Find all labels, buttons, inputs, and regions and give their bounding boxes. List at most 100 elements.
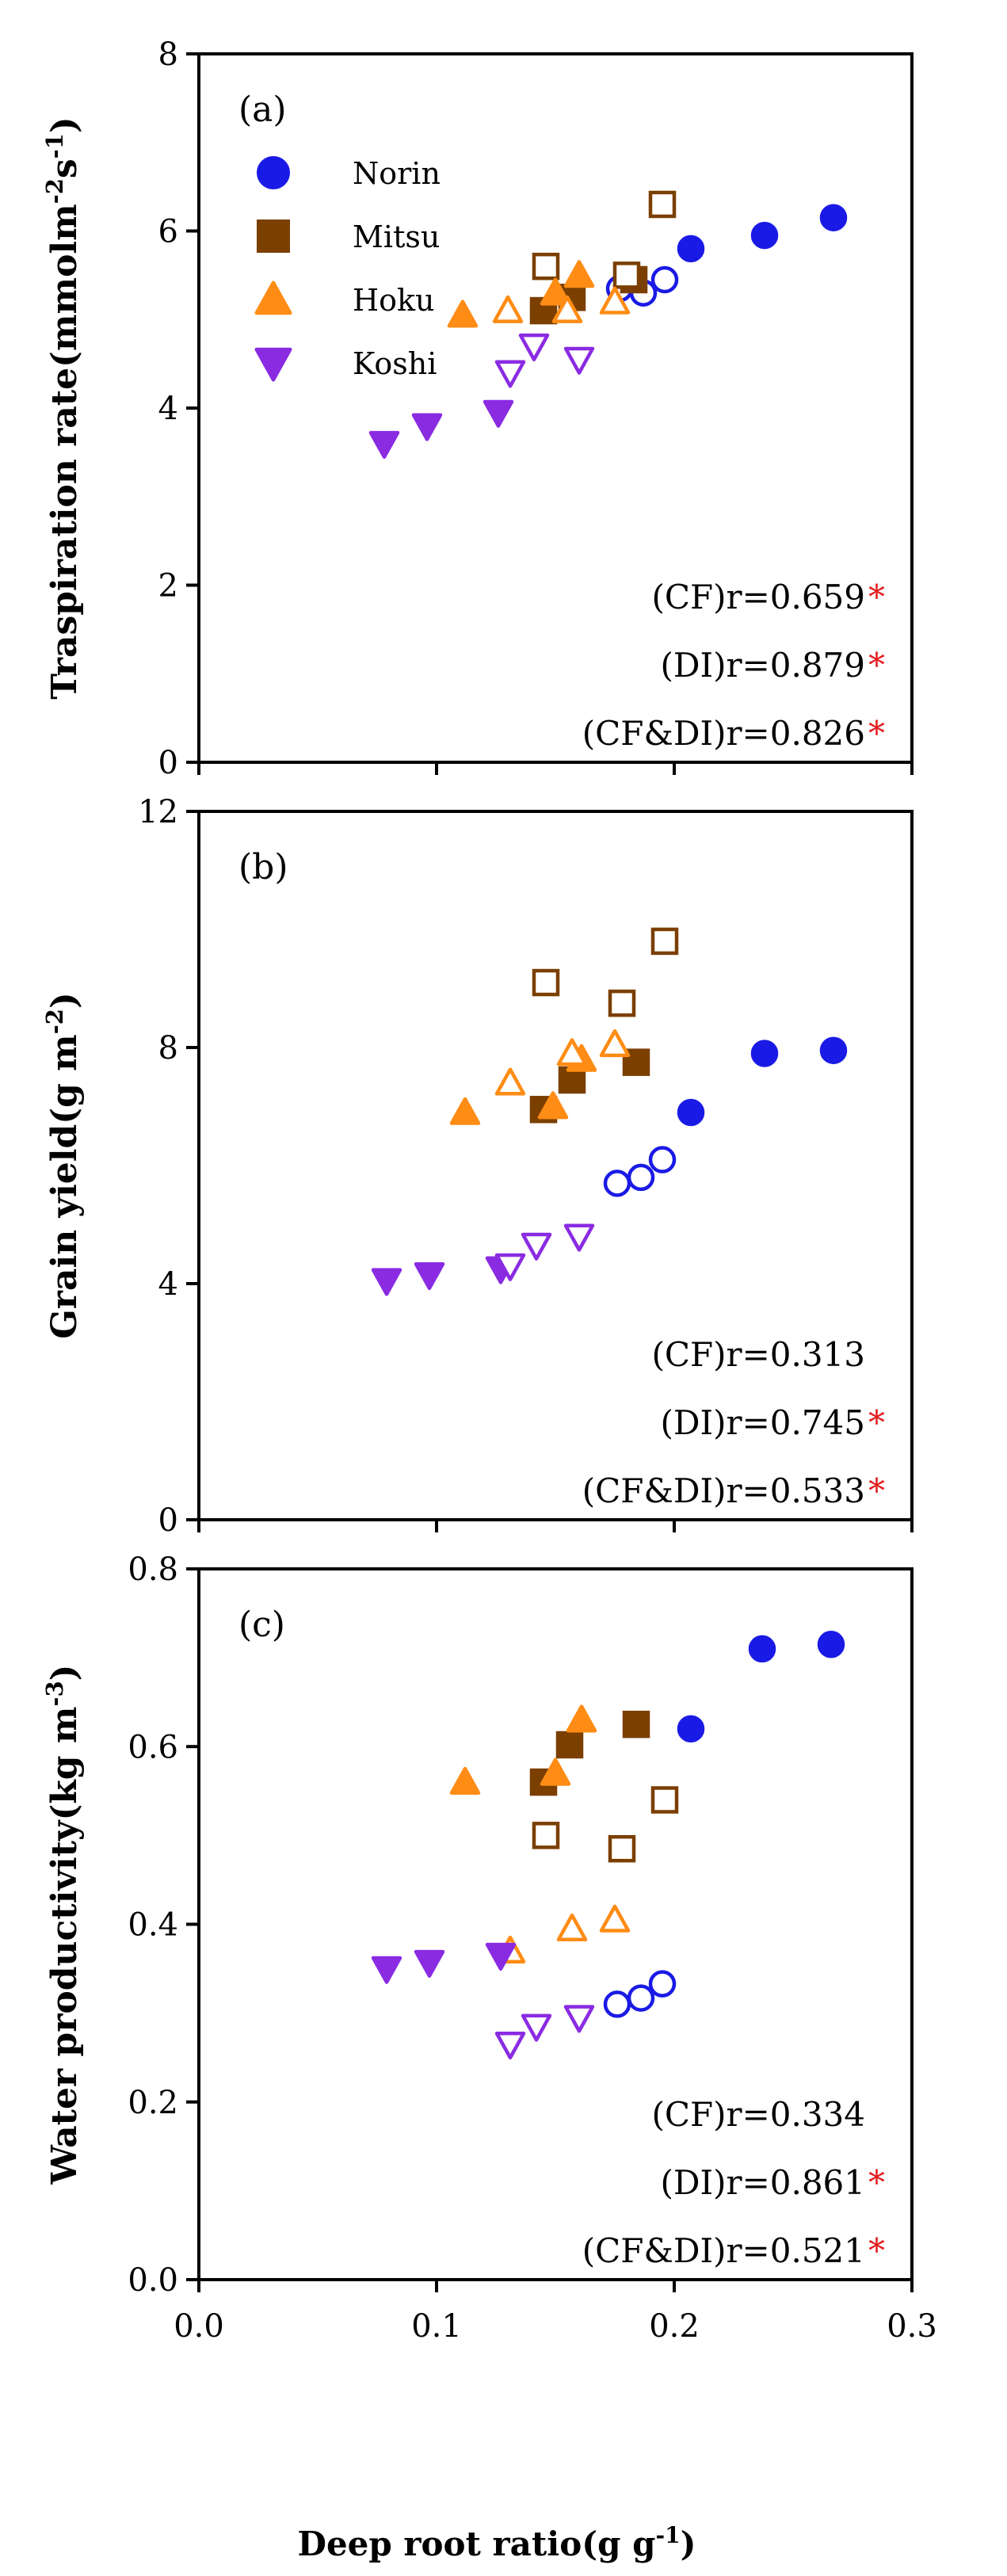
data-point-koshi-cf [494, 2032, 526, 2060]
data-point-hoku-cf [556, 1038, 588, 1067]
significance-star: * [868, 1471, 885, 1510]
y-tick-label: 4 [158, 391, 178, 427]
data-point-koshi-di [411, 413, 443, 441]
data-point-mitsu-cf [608, 989, 636, 1017]
data-point-hoku-di [449, 1766, 481, 1795]
panel-2: 0.0 0.2 0.4 0.6 0.8 0.0 0.1 0.2 0.3 Water product… [41, 1551, 937, 2345]
significance-star: * [868, 646, 885, 685]
data-point-norin-cf [603, 1990, 631, 2018]
panel-label: (c) [238, 1605, 285, 1645]
data-point-koshi-cf [494, 1253, 526, 1281]
y-tick-label: 0.2 [128, 2085, 178, 2121]
data-point-mitsu-cf [532, 1822, 560, 1849]
data-point-koshi-di [414, 1949, 445, 1978]
data-point-norin-di [817, 1631, 845, 1658]
data-point-norin-cf [627, 1984, 655, 2012]
x-tick-label: 0.1 [411, 2308, 462, 2345]
data-point-koshi-di [371, 1956, 402, 1984]
y-axis-label: Water productivity(kg m-3) [41, 1665, 85, 2185]
data-point-hoku-di [540, 1757, 571, 1786]
data-point-mitsu-cf [650, 927, 679, 956]
legend-label-norin: Norin [353, 156, 441, 191]
y-tick-label: 0 [158, 1502, 178, 1539]
plot-frame [197, 810, 914, 1521]
data-point-hoku-di [447, 300, 479, 328]
data-point-norin-di [819, 204, 848, 231]
legend-marker-mitsu [257, 219, 290, 253]
data-point-hoku-di [563, 260, 595, 288]
correlation-stat: (DI)r=0.745 [660, 1403, 865, 1442]
data-point-hoku-di [566, 1704, 597, 1733]
data-point-koshi-cf [518, 333, 550, 362]
x-tick-label: 0.2 [649, 2308, 700, 2345]
data-point-mitsu-cf [612, 261, 641, 289]
y-axis-label-part: ) [44, 1665, 85, 1681]
y-axis-label-part: Grain yield(g m [44, 1034, 85, 1339]
data-point-hoku-cf [494, 1067, 526, 1096]
significance-star: * [868, 578, 885, 616]
data-point-hoku-di [537, 1091, 569, 1120]
x-axis-label: Deep root ratio(g g-1) [298, 2522, 696, 2563]
legend-label-mitsu: Mitsu [353, 219, 440, 254]
legend-marker-hoku [254, 280, 292, 315]
correlation-stat: (CF&DI)r=0.533 [582, 1471, 865, 1510]
data-point-mitsu-cf [648, 190, 677, 219]
data-point-norin-cf [648, 1146, 677, 1174]
x-tick-label: 0.0 [174, 2308, 224, 2345]
correlation-stat: (CF&DI)r=0.521 [582, 2231, 865, 2270]
y-tick-label: 6 [158, 214, 178, 250]
y-axis-label-part: Traspiration rate(mmolm [44, 204, 85, 699]
correlation-stat: (DI)r=0.861 [660, 2163, 865, 2202]
y-tick-label: 0.6 [128, 1729, 178, 1765]
data-point-mitsu-cf [608, 1834, 636, 1863]
data-point-hoku-di [449, 1097, 481, 1125]
x-axis-label-main: Deep root ratio(g g [298, 2524, 656, 2563]
data-point-norin-di [748, 1635, 776, 1663]
data-point-norin-di [677, 235, 705, 263]
data-point-hoku-cf [599, 1904, 631, 1933]
legend-label-hoku: Hoku [353, 283, 435, 318]
y-tick-label: 0 [158, 745, 178, 781]
correlation-stat: (CF)r=0.334 [651, 2095, 865, 2134]
data-point-mitsu-di [622, 1710, 650, 1738]
y-tick-label: 0.8 [128, 1551, 178, 1588]
data-point-koshi-cf [563, 2005, 595, 2033]
data-point-mitsu-cf [532, 252, 560, 280]
significance-star: * [868, 2231, 885, 2270]
correlation-stat: (CF)r=0.659 [651, 578, 865, 616]
x-axis-title: Deep root ratio(g g-1) [298, 2522, 696, 2563]
data-point-norin-di [677, 1098, 705, 1127]
data-point-koshi-di [368, 430, 400, 459]
y-axis-label-part: ) [44, 116, 85, 133]
legend-marker-koshi [254, 347, 292, 382]
data-point-hoku-di [540, 277, 571, 306]
data-point-norin-cf [603, 1170, 631, 1197]
data-point-koshi-di [414, 1261, 445, 1291]
data-point-koshi-cf [494, 360, 526, 388]
correlation-stat: (CF&DI)r=0.826 [582, 714, 865, 753]
y-axis-label-part: s [44, 158, 85, 178]
y-tick-label: 12 [138, 794, 178, 830]
correlation-stat: (DI)r=0.879 [660, 646, 865, 685]
correlation-stat: (CF)r=0.313 [651, 1335, 865, 1374]
panel-label: (b) [238, 847, 288, 887]
y-axis-label-part: -1 [41, 133, 68, 158]
y-axis-label: Traspiration rate(mmolm-2s-1) [41, 116, 85, 699]
data-point-hoku-cf [551, 295, 583, 323]
data-point-mitsu-cf [532, 968, 560, 997]
data-point-koshi-cf [563, 346, 595, 375]
y-axis-label-part: Water productivity(kg m [44, 1707, 85, 2185]
panel-0: 0 2 4 6 8 Traspiration rate(mmolm-2s-1) (a) (CF… [41, 36, 914, 781]
panel-label: (a) [238, 90, 287, 130]
data-point-hoku-cf [556, 1913, 588, 1941]
data-point-norin-di [677, 1715, 705, 1743]
panel-1: 0 4 8 12 Grain yield(g m-2) (b) (CF)r=0.313 (DI… [41, 794, 914, 1539]
legend-label-koshi: Koshi [353, 346, 437, 381]
data-point-norin-di [819, 1036, 848, 1064]
data-point-norin-di [750, 1040, 779, 1067]
data-point-norin-cf [648, 1970, 677, 1998]
y-axis-label-part: -2 [41, 1009, 68, 1034]
data-point-hoku-cf [599, 1029, 631, 1058]
